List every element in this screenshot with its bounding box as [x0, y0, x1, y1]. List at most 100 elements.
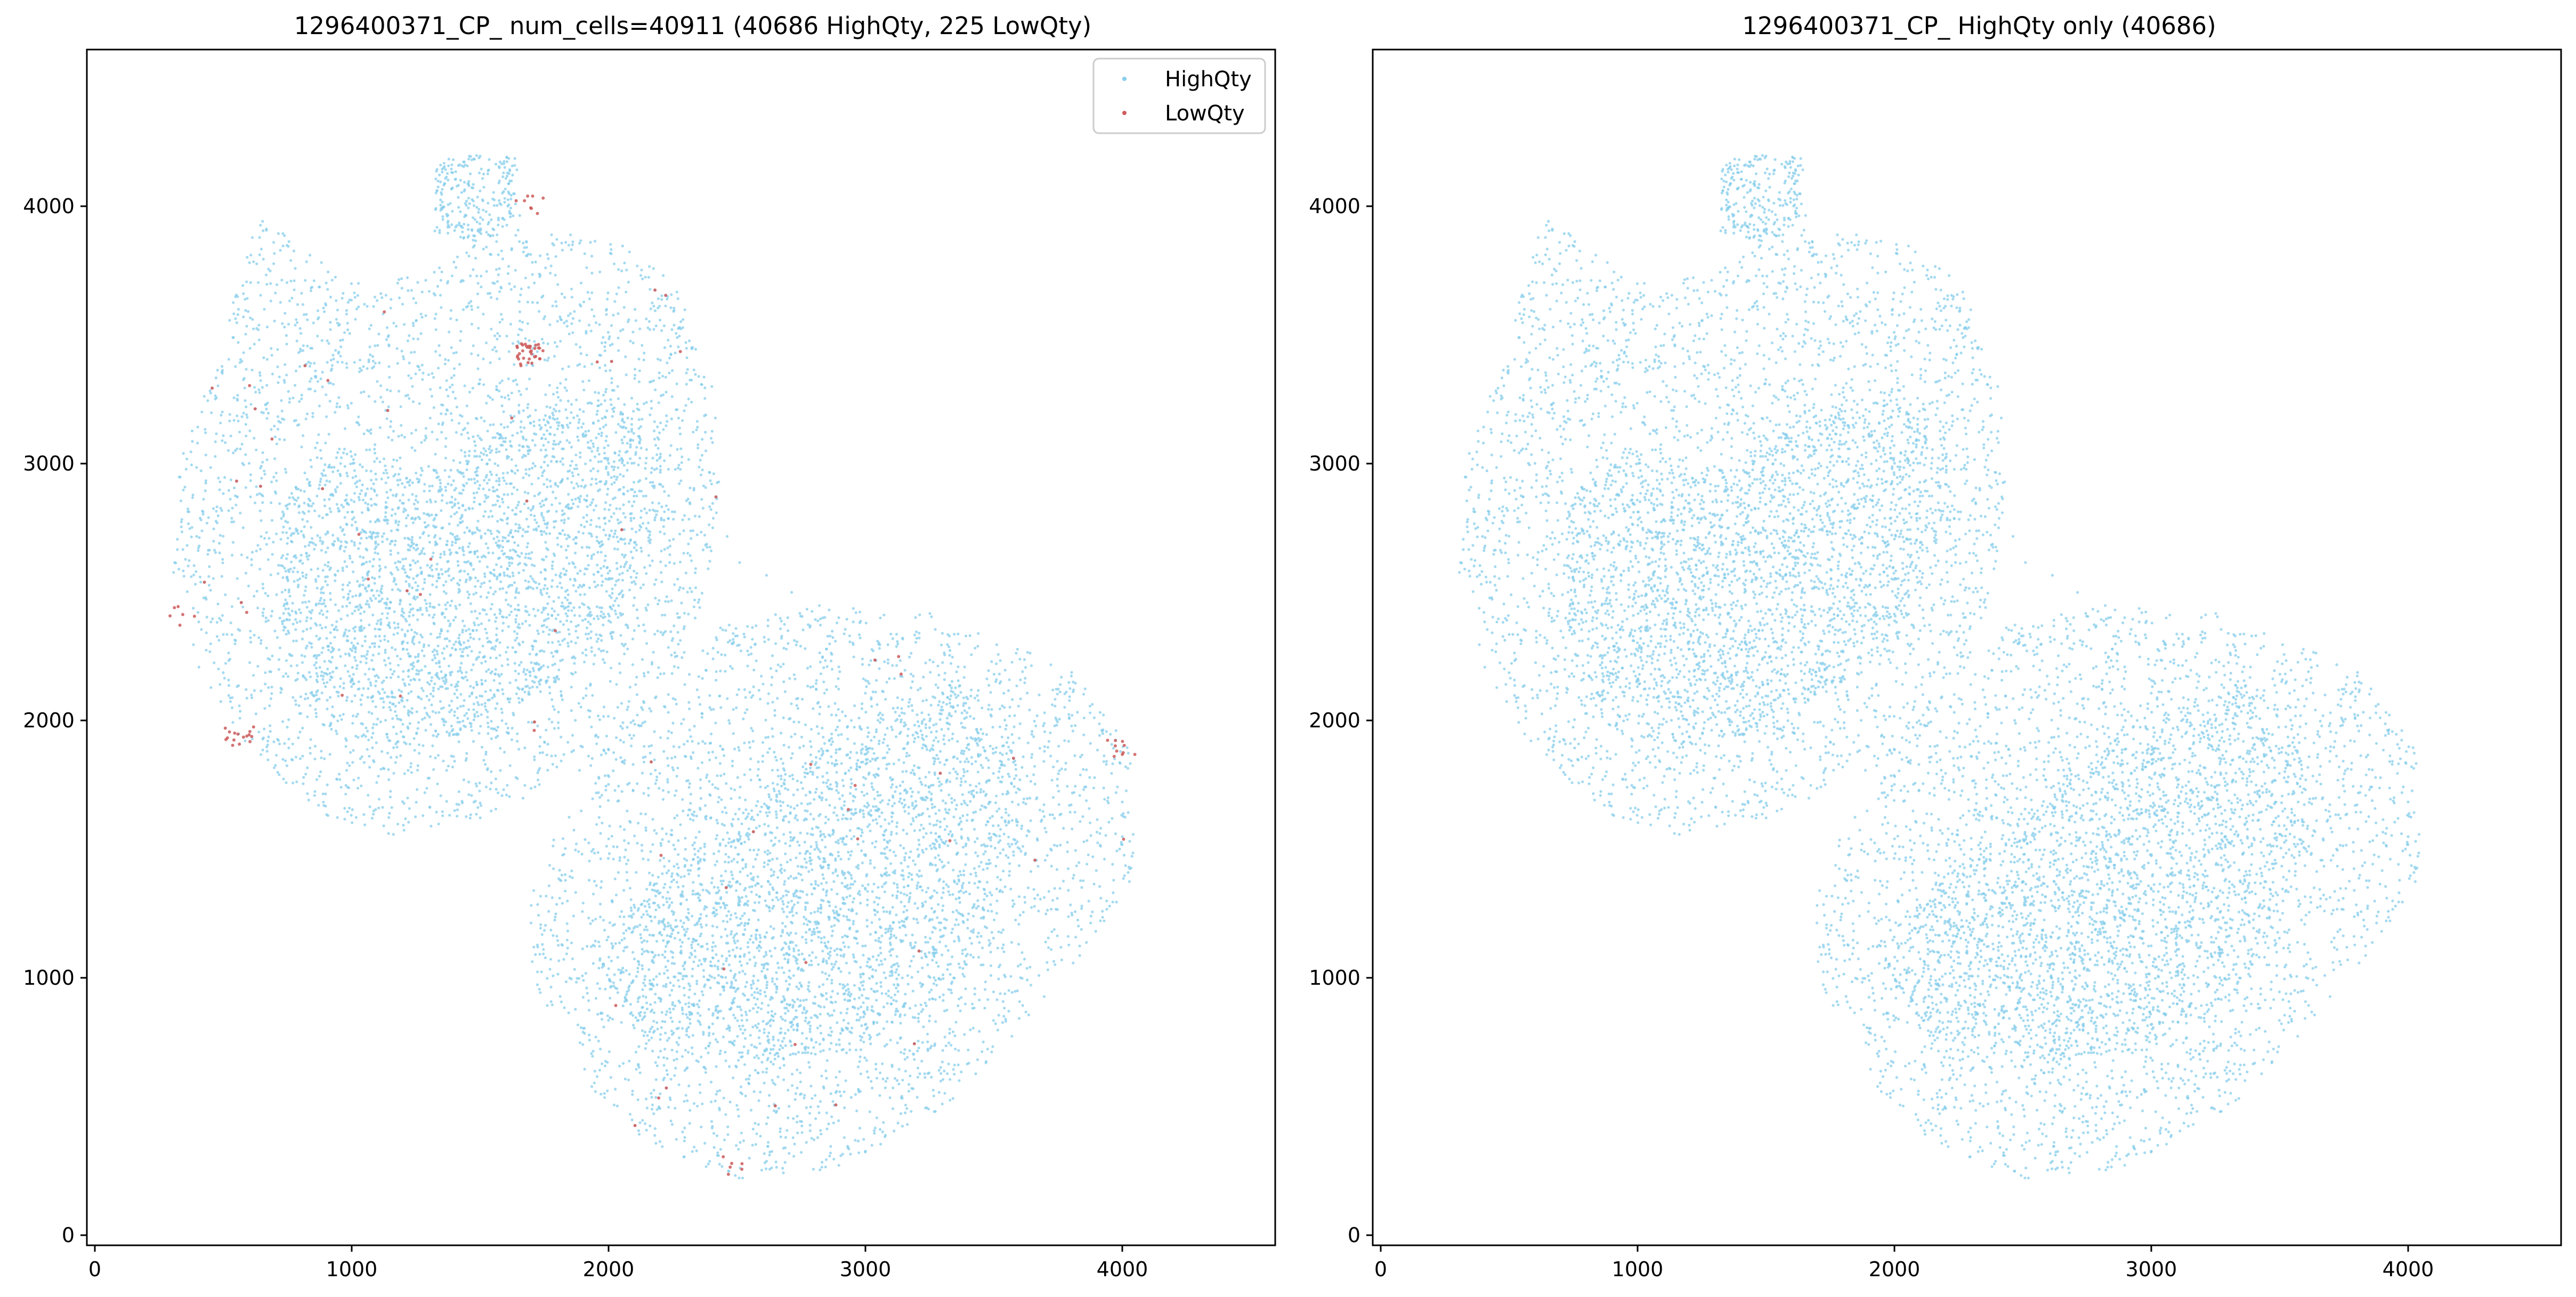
scatter-point-highqty: [560, 545, 563, 548]
scatter-point-highqty: [311, 412, 314, 415]
scatter-point-highqty: [287, 588, 291, 591]
scatter-point-highqty: [320, 261, 323, 264]
scatter-point-highqty: [218, 541, 221, 545]
scatter-point-highqty: [400, 434, 403, 437]
scatter-point-highqty: [314, 369, 317, 372]
scatter-point-highqty: [388, 606, 392, 610]
scatter-point-highqty: [302, 349, 305, 352]
scatter-point-highqty: [468, 450, 471, 453]
scatter-point-highqty: [406, 276, 409, 279]
scatter-point-highqty: [577, 421, 580, 424]
scatter-point-highqty: [597, 399, 600, 402]
scatter-point-highqty: [444, 489, 448, 492]
scatter-point-highqty: [417, 743, 421, 747]
scatter-point-highqty: [380, 535, 384, 538]
scatter-point-highqty: [245, 688, 248, 691]
scatter-point-highqty: [495, 473, 498, 477]
scatter-point-highqty: [622, 475, 625, 478]
scatter-point-highqty: [594, 504, 598, 507]
scatter-point-highqty: [469, 478, 473, 481]
scatter-point-highqty: [566, 400, 570, 403]
scatter-point-highqty: [475, 680, 478, 684]
scatter-point-highqty: [369, 353, 372, 356]
scatter-point-highqty: [653, 516, 657, 519]
scatter-point-highqty: [529, 674, 532, 677]
scatter-point-highqty: [652, 304, 655, 308]
scatter-point-highqty: [431, 569, 434, 572]
scatter-point-highqty: [444, 678, 448, 681]
scatter-point-highqty: [414, 498, 417, 502]
scatter-point-highqty: [328, 568, 331, 571]
scatter-point-highqty: [407, 548, 410, 552]
scatter-point-highqty: [350, 814, 353, 817]
scatter-point-highqty: [291, 622, 295, 626]
scatter-point-highqty: [407, 821, 410, 824]
scatter-point-highqty: [457, 636, 460, 639]
scatter-point-highqty: [448, 386, 451, 389]
scatter-point-highqty: [701, 437, 704, 441]
scatter-point-highqty: [521, 622, 524, 626]
scatter-point-highqty: [440, 499, 443, 502]
scatter-point-highqty: [349, 450, 352, 453]
scatter-point-highqty: [346, 761, 349, 765]
scatter-point-highqty: [372, 594, 375, 597]
scatter-point-highqty: [554, 482, 557, 485]
scatter-point-highqty: [639, 586, 642, 589]
scatter-point-highqty: [631, 439, 635, 442]
scatter-point-highqty: [611, 591, 614, 595]
scatter-point-highqty: [173, 561, 176, 564]
scatter-point-highqty: [442, 647, 446, 650]
scatter-point-highqty: [547, 421, 550, 425]
scatter-point-highqty: [540, 505, 543, 508]
scatter-point-highqty: [700, 383, 703, 386]
scatter-point-highqty: [262, 587, 265, 590]
scatter-point-highqty: [649, 481, 652, 484]
scatter-point-highqty: [511, 583, 514, 587]
scatter-point-highqty: [570, 685, 573, 688]
scatter-point-highqty: [445, 540, 449, 543]
scatter-point-highqty: [514, 620, 517, 624]
scatter-point-highqty: [695, 533, 699, 537]
scatter-point-highqty: [415, 301, 418, 305]
scatter-point-highqty: [528, 686, 531, 690]
scatter-point-highqty: [673, 510, 676, 514]
scatter-point-highqty: [515, 383, 519, 386]
scatter-point-highqty: [282, 513, 286, 516]
scatter-point-highqty: [600, 341, 603, 345]
scatter-point-highqty: [528, 339, 531, 342]
scatter-point-highqty: [314, 604, 318, 607]
scatter-point-highqty: [411, 400, 415, 403]
scatter-point-highqty: [400, 287, 403, 290]
scatter-point-highqty: [241, 605, 245, 609]
scatter-point-highqty: [372, 760, 376, 764]
scatter-point-highqty: [531, 685, 534, 688]
scatter-point-highqty: [309, 289, 313, 293]
scatter-point-highqty: [577, 702, 580, 705]
chart-title-left: 1296400371_CP_ num_cells=40911 (40686 Hi…: [294, 12, 1091, 40]
scatter-point-highqty: [335, 502, 339, 506]
scatter-point-highqty: [407, 669, 410, 672]
scatter-point-highqty: [355, 480, 359, 483]
scatter-point-highqty: [496, 233, 499, 237]
scatter-point-highqty: [301, 726, 304, 729]
scatter-point-highqty: [218, 683, 222, 686]
scatter-point-highqty: [554, 403, 558, 407]
scatter-point-highqty: [316, 335, 319, 338]
scatter-point-highqty: [239, 710, 242, 713]
scatter-point-highqty: [303, 525, 306, 529]
scatter-point-highqty: [649, 307, 652, 311]
scatter-point-highqty: [716, 481, 719, 484]
scatter-point-highqty: [557, 424, 560, 427]
scatter-point-highqty: [617, 286, 620, 289]
scatter-point-highqty: [459, 330, 463, 333]
scatter-point-highqty: [637, 380, 641, 384]
scatter-point-highqty: [395, 459, 399, 462]
scatter-point-highqty: [416, 660, 419, 663]
scatter-point-highqty: [346, 614, 349, 617]
scatter-point-highqty: [522, 476, 525, 480]
scatter-point-highqty: [297, 704, 301, 707]
scatter-point-highqty: [378, 460, 382, 464]
scatter-point-highqty: [412, 547, 416, 550]
scatter-point-highqty: [284, 759, 287, 763]
scatter-point-highqty: [557, 395, 560, 399]
